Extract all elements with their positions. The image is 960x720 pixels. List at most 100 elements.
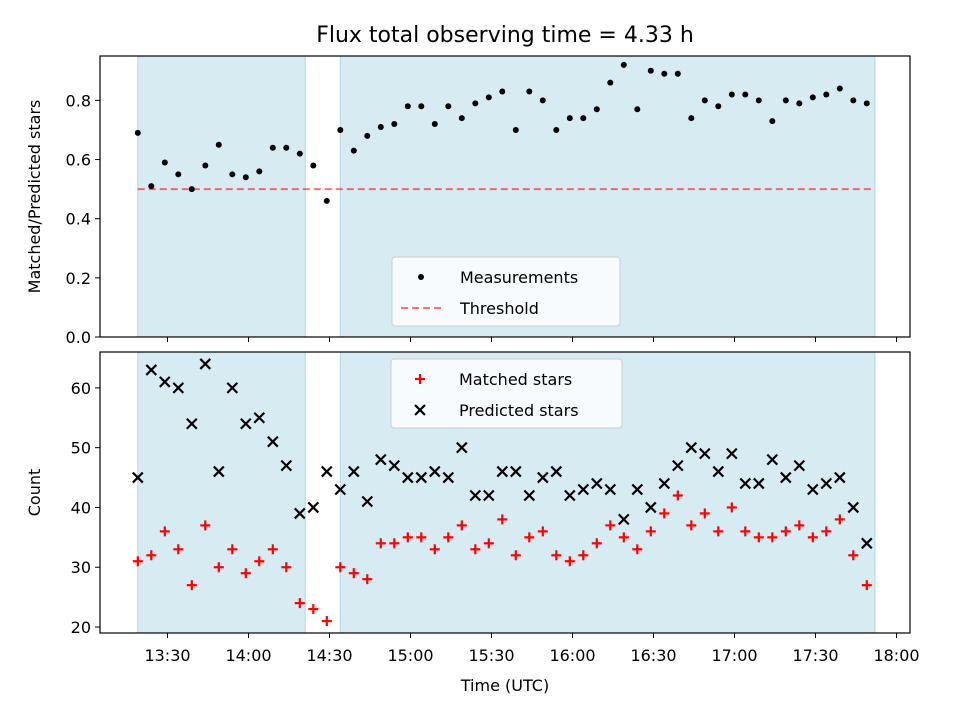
cross-b bbox=[226, 382, 239, 394]
measurement-point bbox=[553, 126, 560, 133]
bottom-y-axis-label: Count bbox=[25, 469, 44, 517]
measurement-point bbox=[782, 97, 789, 104]
cross-b bbox=[510, 465, 522, 478]
matched-stars-point bbox=[672, 490, 683, 501]
predicted-stars-point bbox=[537, 471, 549, 484]
matched-stars-point bbox=[281, 562, 292, 573]
cross-b bbox=[483, 489, 495, 502]
predicted-stars-point bbox=[348, 465, 360, 478]
figure-title: Flux total observing time = 4.33 h bbox=[316, 23, 694, 48]
x-tick-label: 14:00 bbox=[225, 646, 271, 665]
predicted-stars-point bbox=[226, 382, 239, 394]
matched-stars-point bbox=[213, 562, 224, 573]
matched-stars-point bbox=[686, 520, 697, 531]
cross-b bbox=[712, 465, 725, 478]
cross-b bbox=[604, 483, 617, 496]
matched-stars-point bbox=[821, 526, 832, 537]
measurement-point bbox=[620, 61, 627, 68]
matched-stars-point bbox=[483, 538, 494, 549]
cross-b bbox=[631, 483, 644, 496]
predicted-stars-point bbox=[496, 465, 509, 478]
matched-stars-point bbox=[132, 556, 143, 567]
matched-stars-point bbox=[848, 550, 859, 561]
cross-b bbox=[375, 453, 387, 466]
matched-stars-point bbox=[699, 508, 710, 519]
cross-b bbox=[645, 501, 657, 514]
cross-b bbox=[537, 471, 549, 484]
measurement-point bbox=[458, 115, 465, 122]
matched-stars-point bbox=[321, 616, 332, 627]
measurement-point bbox=[715, 103, 722, 110]
cross-b bbox=[847, 501, 860, 514]
matched-stars-point bbox=[348, 568, 359, 579]
x-tick-label: 16:30 bbox=[630, 646, 676, 665]
measurement-point bbox=[418, 103, 425, 110]
cross-b bbox=[186, 417, 198, 430]
predicted-stars-point bbox=[618, 513, 630, 526]
predicted-stars-point bbox=[604, 483, 617, 496]
measurement-point bbox=[688, 115, 695, 122]
cross-b bbox=[861, 537, 873, 550]
measurement-point bbox=[850, 97, 857, 104]
bottom-observing-span-1 bbox=[137, 351, 306, 634]
measurement-point bbox=[310, 162, 317, 169]
measurement-point bbox=[175, 171, 182, 178]
y-tick-label: 0.4 bbox=[66, 210, 91, 229]
legend-predicted-label: Predicted stars bbox=[459, 401, 579, 420]
predicted-stars-point bbox=[753, 477, 765, 490]
measurement-point bbox=[472, 100, 479, 107]
measurement-point bbox=[661, 70, 668, 77]
cross-b bbox=[577, 483, 590, 496]
x-tick-label: 13:30 bbox=[144, 646, 190, 665]
matched-stars-point bbox=[807, 532, 818, 543]
predicted-stars-point bbox=[726, 447, 738, 460]
matched-stars-point bbox=[740, 526, 751, 537]
cross-b bbox=[780, 471, 792, 484]
matched-stars-point bbox=[834, 514, 845, 525]
predicted-stars-point bbox=[213, 465, 225, 478]
cross-b bbox=[739, 477, 752, 490]
legend-measurements-label: Measurements bbox=[460, 268, 578, 287]
cross-b bbox=[442, 471, 455, 484]
predicted-stars-point bbox=[402, 471, 414, 484]
matched-stars-point bbox=[362, 574, 373, 585]
y-tick-label: 60 bbox=[71, 379, 91, 398]
cross-b bbox=[766, 453, 779, 466]
matched-stars-point bbox=[726, 502, 737, 513]
measurement-point bbox=[323, 197, 330, 204]
cross-b bbox=[496, 465, 509, 478]
predicted-stars-point bbox=[145, 364, 158, 376]
matched-stars-point bbox=[632, 544, 643, 555]
cross-b bbox=[280, 459, 293, 472]
matched-stars-point bbox=[713, 526, 724, 537]
cross-b bbox=[685, 441, 698, 454]
matched-stars-point bbox=[456, 520, 467, 531]
top-panel: 0.0 0.2 0.4 0.6 0.8 Matched/Predicted stars Me… bbox=[25, 55, 911, 347]
matched-stars-point bbox=[591, 538, 602, 549]
cross-b bbox=[267, 435, 279, 448]
cross-b bbox=[469, 489, 482, 502]
matched-stars-point bbox=[254, 556, 265, 567]
predicted-stars-point bbox=[132, 471, 144, 484]
predicted-stars-point bbox=[591, 477, 603, 490]
legend-matched-marker bbox=[415, 374, 425, 384]
cross-b bbox=[726, 447, 738, 460]
matched-stars-point bbox=[645, 526, 656, 537]
predicted-stars-point bbox=[807, 483, 819, 496]
cross-b bbox=[402, 471, 414, 484]
predicted-stars-point bbox=[712, 465, 725, 478]
cross-b bbox=[414, 404, 426, 416]
cross-b bbox=[658, 477, 671, 490]
y-tick-label: 0.2 bbox=[66, 269, 91, 288]
measurement-point bbox=[350, 147, 357, 154]
x-axis-label: Time (UTC) bbox=[460, 676, 549, 695]
measurement-point bbox=[742, 91, 749, 98]
measurement-point bbox=[674, 70, 681, 77]
cross-b bbox=[348, 465, 360, 478]
top-observing-span-1 bbox=[137, 55, 306, 338]
measurement-point bbox=[836, 85, 843, 92]
x-tick-label: 16:00 bbox=[549, 646, 595, 665]
predicted-stars-point bbox=[280, 459, 293, 472]
cross-b bbox=[294, 507, 306, 520]
